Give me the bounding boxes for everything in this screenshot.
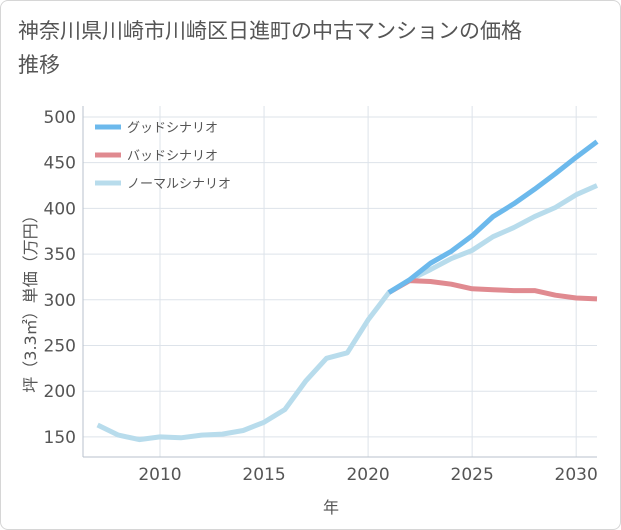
y-axis-title: 坪（3.3㎡）単価（万円）: [21, 207, 40, 392]
series-line-1: [387, 278, 598, 302]
series-lines: [96, 139, 599, 443]
y-tick-label: 500: [44, 108, 76, 128]
y-tick-label: 250: [44, 336, 76, 356]
plot-area: [83, 106, 597, 457]
x-axis-title: 年: [323, 498, 339, 517]
x-tick-label: 2010: [138, 465, 181, 485]
y-tick-label: 200: [44, 382, 76, 402]
y-tick-label: 450: [44, 154, 76, 174]
x-tick-label: 2025: [451, 465, 494, 485]
series-line-0: [387, 139, 599, 295]
y-tick-label: 400: [44, 199, 76, 219]
y-tick-label: 300: [44, 291, 76, 311]
legend-label: ノーマルシナリオ: [127, 177, 231, 192]
x-tick-label: 2030: [555, 465, 598, 485]
y-tick-label: 350: [44, 245, 76, 265]
y-axis-ticks: 150 200 250 300 350 400 450 500: [44, 108, 76, 448]
y-tick-label: 150: [44, 428, 76, 448]
series-line-2: [96, 183, 599, 443]
x-axis-ticks: 2010 2015 2020 2025 2030: [138, 465, 597, 485]
chart-title: 神奈川県川崎市川崎区日進町の中古マンションの価格推移: [18, 19, 522, 77]
x-tick-label: 2020: [346, 465, 389, 485]
legend-label: グッドシナリオ: [127, 121, 218, 136]
legend-label: バッドシナリオ: [127, 149, 218, 164]
x-tick-label: 2015: [242, 465, 285, 485]
